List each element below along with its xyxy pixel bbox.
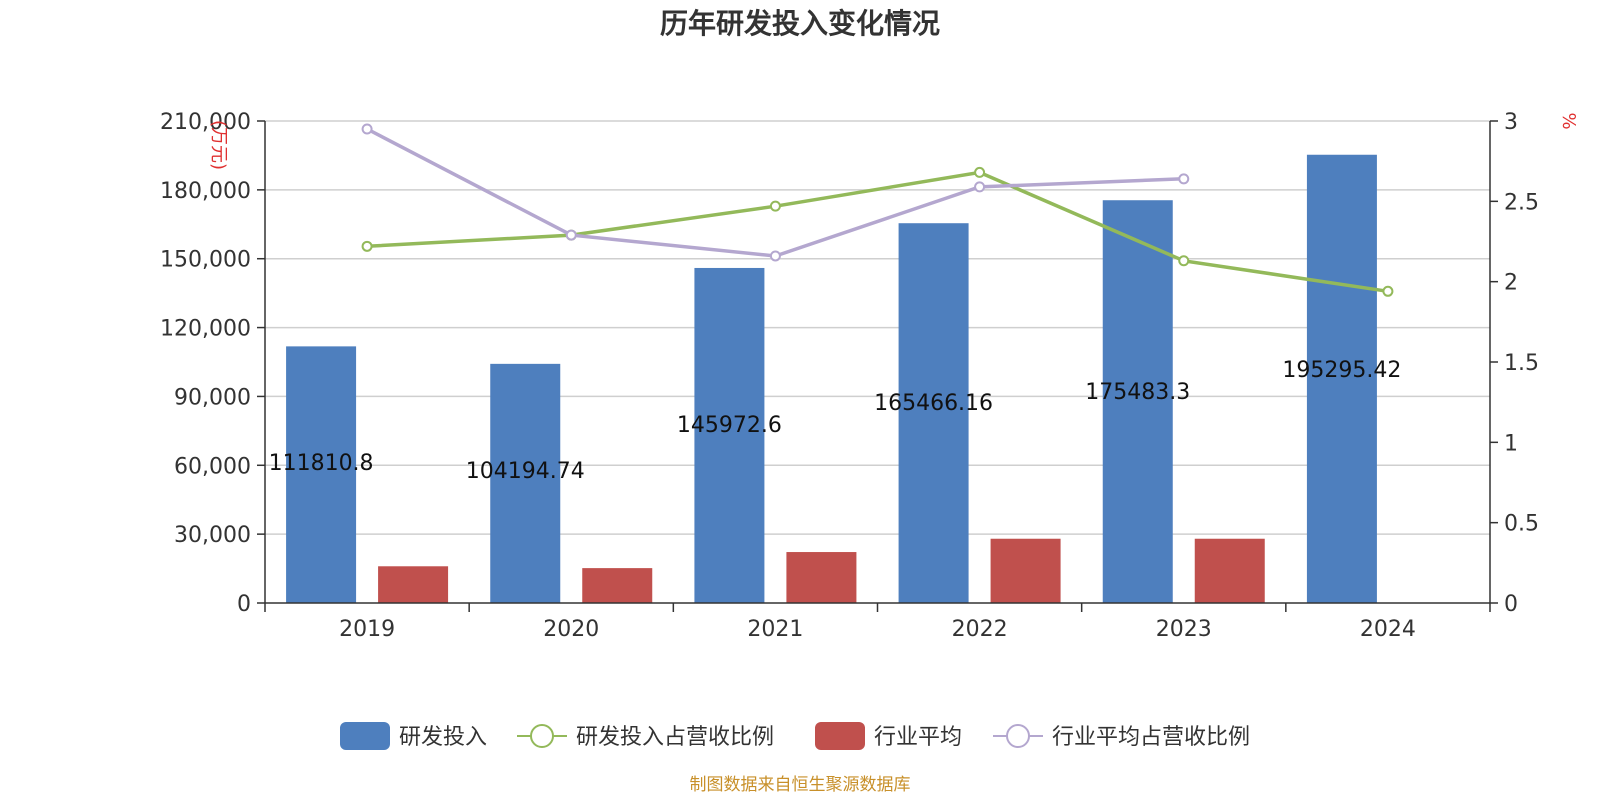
line-series xyxy=(361,123,1394,297)
left-axis-tick-label: 60,000 xyxy=(174,454,251,479)
data-label-rd-investment: 145972.6 xyxy=(677,413,782,438)
point-industry-ratio xyxy=(974,181,986,193)
right-axis-tick-label: 2.5 xyxy=(1504,190,1539,215)
data-label-rd-investment: 111810.8 xyxy=(269,451,374,476)
bar-rd-investment-2021 xyxy=(694,267,765,603)
point-rd-ratio xyxy=(974,166,986,178)
right-axis-tick-label: 1.5 xyxy=(1504,351,1539,376)
bar-series xyxy=(286,154,1377,603)
left-axis-tick-label: 120,000 xyxy=(160,317,251,342)
bar-rd-investment-2024 xyxy=(1306,154,1377,603)
right-axis-tick-label: 3 xyxy=(1504,110,1518,135)
left-axis-tick-label: 90,000 xyxy=(174,385,251,410)
x-axis-tick-label: 2023 xyxy=(1156,617,1212,642)
bar-rd-investment-2020 xyxy=(490,363,561,603)
left-axis-tick-label: 150,000 xyxy=(160,248,251,273)
source-note: 制图数据来自恒生聚源数据库 xyxy=(690,775,911,795)
data-label-rd-investment: 195295.42 xyxy=(1282,358,1401,383)
x-axis-tick-label: 2024 xyxy=(1360,617,1416,642)
data-label-rd-investment: 104194.74 xyxy=(466,459,585,484)
bar-industry-average-2020 xyxy=(582,568,653,603)
legend-label: 行业平均 xyxy=(874,725,962,750)
x-axis-tick-label: 2021 xyxy=(747,617,803,642)
left-axis-tick-label: 0 xyxy=(237,592,251,617)
point-industry-ratio xyxy=(361,123,373,135)
x-axis-tick-label: 2020 xyxy=(543,617,599,642)
point-rd-ratio xyxy=(361,240,373,252)
legend-swatch xyxy=(340,722,390,750)
bar-rd-investment-2023 xyxy=(1102,200,1173,603)
bar-rd-investment-2019 xyxy=(286,346,357,603)
line-rd-ratio xyxy=(367,170,1389,294)
legend-label: 研发投入 xyxy=(399,725,487,750)
point-rd-ratio xyxy=(1382,285,1394,297)
legend-swatch-marker xyxy=(1006,724,1030,748)
point-industry-ratio xyxy=(769,250,781,262)
gridlines xyxy=(265,120,1490,535)
bar-industry-average-2019 xyxy=(378,566,449,603)
chart-title: 历年研发投入变化情况 xyxy=(660,7,940,40)
bar-industry-average-2023 xyxy=(1194,538,1265,603)
point-industry-ratio xyxy=(565,229,577,241)
right-axis-tick-label: 0 xyxy=(1504,592,1518,617)
left-axis-tick-label: 180,000 xyxy=(160,179,251,204)
bar-industry-average-2021 xyxy=(786,552,857,603)
legend-swatch-marker xyxy=(530,724,554,748)
left-axis-unit: (万元) xyxy=(208,120,229,170)
point-industry-ratio xyxy=(1178,173,1190,185)
legend-label: 研发投入占营收比例 xyxy=(576,725,774,750)
x-axis-tick-label: 2019 xyxy=(339,617,395,642)
legend-swatch xyxy=(815,722,865,750)
right-axis-tick-label: 0.5 xyxy=(1504,512,1539,537)
bar-rd-investment-2022 xyxy=(898,223,969,603)
point-rd-ratio xyxy=(1178,255,1190,267)
right-axis-tick-label: 1 xyxy=(1504,431,1518,456)
legend: 研发投入 研发投入占营收比例 行业平均 行业平均占营收比例 xyxy=(340,722,1250,750)
x-axis-tick-label: 2022 xyxy=(952,617,1008,642)
data-labels: 111810.8 104194.74 145972.6 165466.16 175483… xyxy=(269,358,1402,484)
left-axis-tick-label: 30,000 xyxy=(174,523,251,548)
data-label-rd-investment: 175483.3 xyxy=(1085,380,1190,405)
point-rd-ratio xyxy=(769,200,781,212)
bar-industry-average-2022 xyxy=(990,538,1061,603)
line-industry-ratio xyxy=(366,127,1184,258)
legend-label: 行业平均占营收比例 xyxy=(1052,725,1250,750)
right-axis-unit: % xyxy=(1558,112,1579,129)
right-axis-tick-label: 2 xyxy=(1504,271,1518,296)
axes: 0 30,000 60,000 90,000 120,000 150,000 180,000… xyxy=(160,110,1579,642)
data-label-rd-investment: 165466.16 xyxy=(874,391,993,416)
left-axis-tick-label: 210,000 xyxy=(160,110,251,135)
